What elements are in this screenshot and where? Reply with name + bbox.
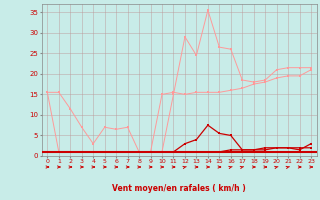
X-axis label: Vent moyen/en rafales ( km/h ): Vent moyen/en rafales ( km/h ) xyxy=(112,184,246,193)
